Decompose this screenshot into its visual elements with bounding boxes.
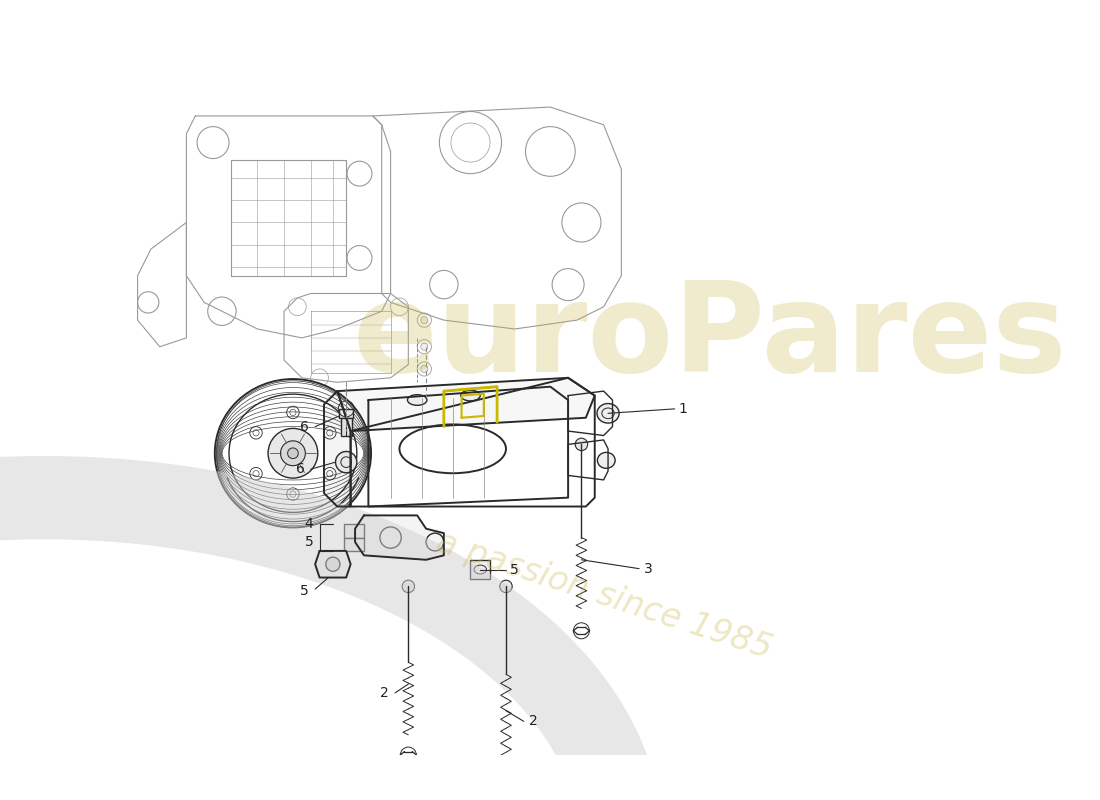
- Bar: [471, 560, 490, 579]
- Text: 5: 5: [300, 584, 309, 598]
- Bar: [341, 418, 352, 435]
- Polygon shape: [355, 515, 443, 560]
- Polygon shape: [324, 391, 351, 506]
- Polygon shape: [315, 551, 351, 578]
- Text: a passion since 1985: a passion since 1985: [431, 526, 776, 666]
- Text: 5: 5: [305, 535, 314, 549]
- Bar: [339, 409, 353, 418]
- Circle shape: [575, 438, 587, 450]
- Circle shape: [499, 580, 513, 593]
- Text: 3: 3: [644, 562, 652, 576]
- Circle shape: [421, 343, 428, 350]
- Text: 6: 6: [300, 420, 309, 434]
- Circle shape: [421, 317, 428, 324]
- Circle shape: [326, 557, 340, 571]
- Circle shape: [268, 429, 318, 478]
- Text: 5: 5: [509, 562, 518, 577]
- Text: 6: 6: [296, 462, 305, 476]
- Circle shape: [280, 441, 306, 466]
- Polygon shape: [338, 378, 595, 431]
- Ellipse shape: [597, 403, 619, 423]
- Text: euroPares: euroPares: [353, 278, 1067, 398]
- Circle shape: [336, 451, 356, 473]
- Ellipse shape: [461, 390, 481, 401]
- Bar: [344, 538, 364, 551]
- Circle shape: [421, 366, 428, 373]
- Text: 2: 2: [529, 714, 538, 728]
- Text: 2: 2: [379, 686, 388, 700]
- Bar: [344, 524, 364, 538]
- Circle shape: [403, 580, 415, 593]
- Ellipse shape: [407, 394, 427, 406]
- Circle shape: [287, 448, 298, 458]
- Text: 1: 1: [679, 402, 688, 416]
- Ellipse shape: [597, 452, 615, 468]
- Text: 4: 4: [305, 518, 314, 531]
